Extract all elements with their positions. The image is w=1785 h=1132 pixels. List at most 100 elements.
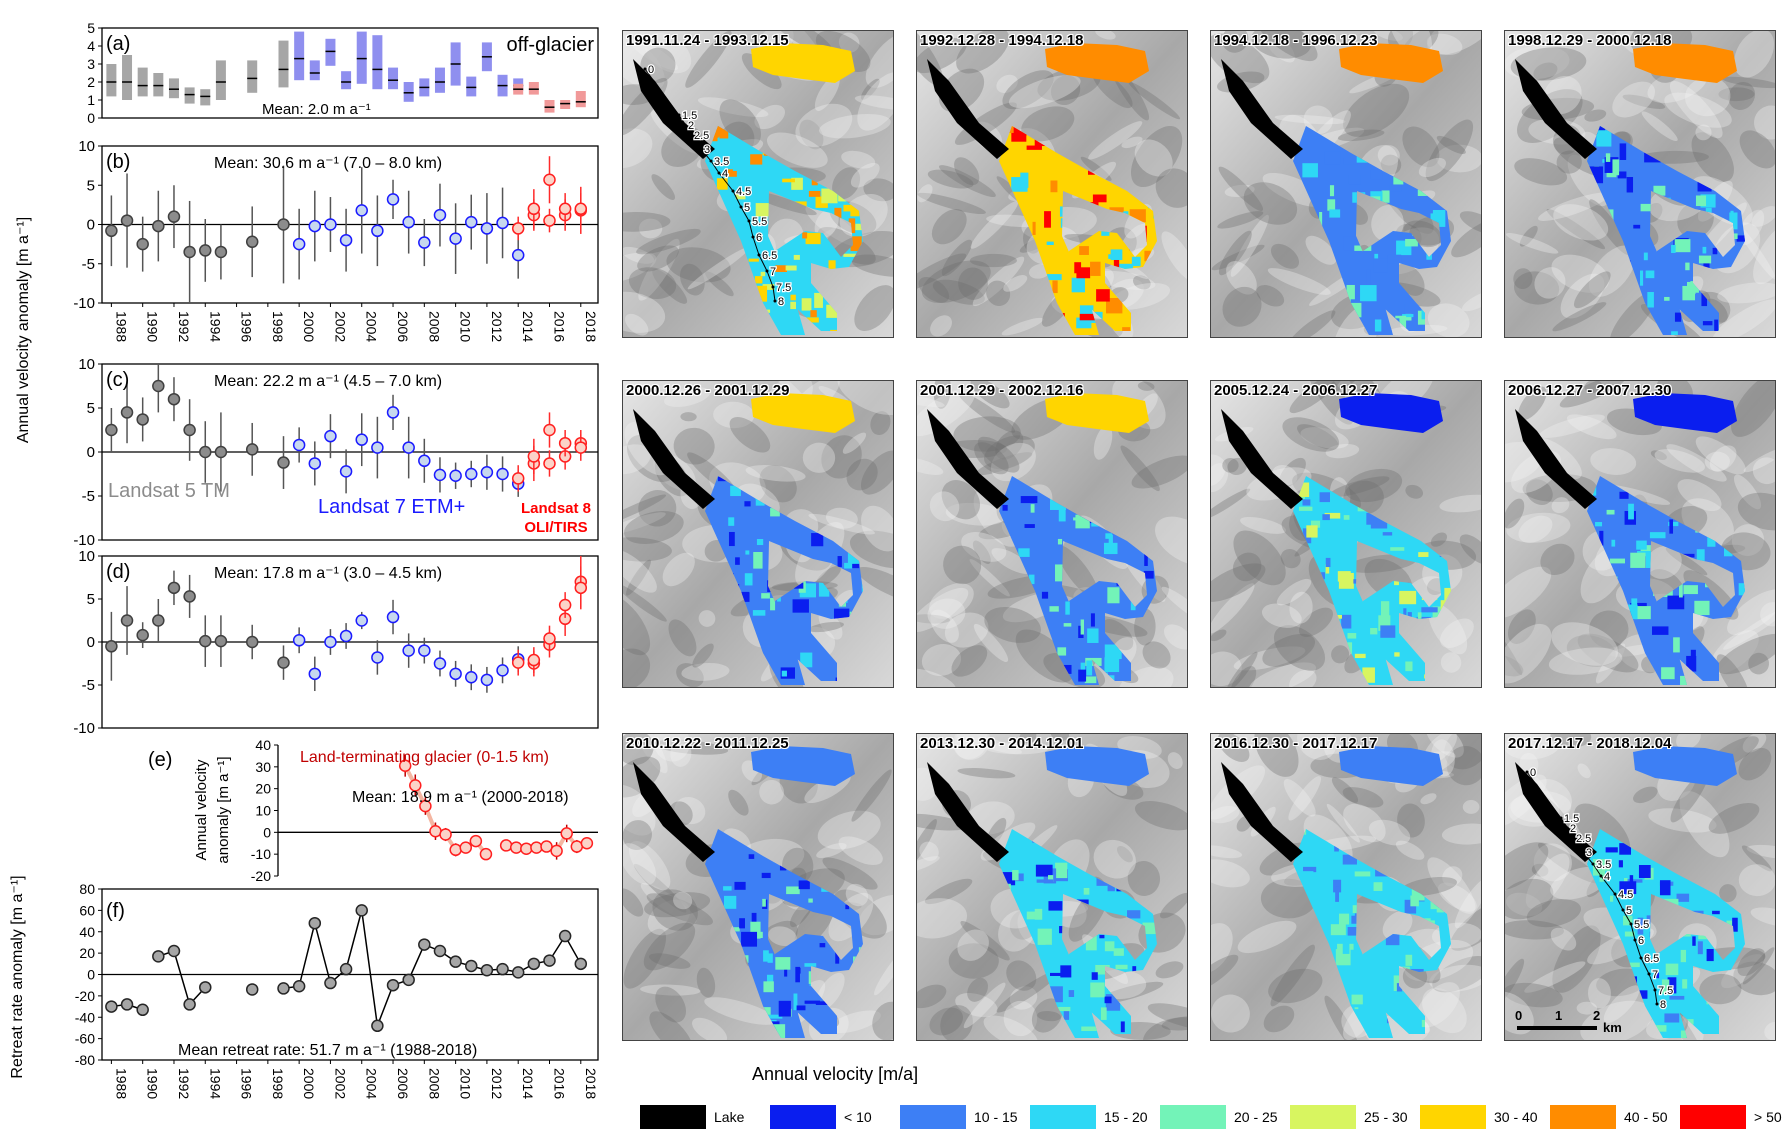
velocity-patch	[1380, 601, 1390, 617]
box	[309, 60, 320, 81]
velocity-patch	[1085, 934, 1097, 951]
mean-text-f: Mean retreat rate: 51.7 m a⁻¹ (1988-2018…	[178, 1042, 477, 1059]
velocity-patch	[1606, 509, 1615, 515]
upper-glacier	[751, 393, 855, 433]
profile-point	[683, 123, 687, 127]
upper-glacier	[1339, 393, 1443, 433]
terrain-shade	[1226, 651, 1258, 687]
velocity-patch	[1633, 224, 1641, 229]
terrain-shade	[1436, 144, 1481, 173]
terrain-shade	[1505, 982, 1563, 1008]
terrain-shade	[917, 457, 944, 475]
data-point	[308, 457, 322, 470]
terrain-shade	[1297, 424, 1339, 450]
x-tick-label-f: 2002	[332, 1068, 348, 1099]
data-point	[199, 244, 212, 257]
terrain-shade	[917, 192, 986, 215]
map-panel: 1992.12.28 - 1994.12.18	[916, 30, 1188, 338]
terrain-shade	[623, 211, 671, 232]
terrain-shade	[1514, 158, 1568, 186]
terrain-shade	[957, 929, 989, 961]
data-point	[511, 248, 525, 262]
velocity-patch	[1600, 863, 1610, 871]
data-point	[550, 844, 563, 858]
terrain-shade	[1750, 907, 1775, 927]
terrain-shade	[917, 818, 937, 867]
terrain-shade	[623, 246, 655, 264]
velocity-patch	[1595, 522, 1603, 527]
velocity-patch	[1011, 177, 1028, 192]
velocity-patch	[849, 560, 860, 569]
velocity-patch	[1076, 267, 1091, 279]
velocity-patch	[1047, 875, 1054, 882]
terrain-shade	[973, 623, 1009, 662]
terrain-shade	[1505, 498, 1525, 529]
terrain-shade	[1368, 819, 1411, 846]
terrain-shade	[1110, 282, 1171, 310]
velocity-patch	[1609, 558, 1626, 564]
velocity-patch	[740, 591, 750, 600]
velocity-patch	[728, 517, 735, 526]
velocity-patch	[1692, 936, 1696, 946]
terrain-shade	[865, 32, 893, 88]
velocity-patch	[811, 533, 824, 547]
terrain-shade	[1142, 641, 1171, 669]
terrain-shade	[870, 411, 891, 436]
terrain-shade	[1088, 121, 1143, 160]
velocity-patch	[1618, 860, 1623, 868]
x-tick-label-b: 2004	[364, 311, 380, 342]
terrain-shade	[953, 734, 989, 760]
velocity-patch	[1078, 669, 1087, 682]
y-tick-label-f: 0	[87, 967, 95, 983]
terrain-shade	[1289, 591, 1313, 624]
map-date-label: 1992.12.28 - 1994.12.18	[920, 32, 1084, 49]
data-point	[136, 413, 149, 426]
terrain-shade	[1677, 479, 1722, 512]
velocity-patch	[1634, 606, 1651, 620]
profile-label: 7.5	[1658, 985, 1673, 997]
velocity-patch	[734, 881, 746, 890]
velocity-patch	[1057, 647, 1067, 656]
y-tick-label-f: 20	[79, 945, 95, 961]
velocity-patch	[1697, 941, 1703, 955]
terrain-shade	[1326, 803, 1360, 843]
terrain-shade	[636, 228, 701, 255]
box	[544, 100, 555, 113]
terrain-shade	[648, 953, 691, 969]
velocity-patch	[806, 317, 819, 323]
terrain-shade	[1622, 94, 1666, 109]
terrain-shade	[629, 38, 678, 71]
velocity-patch	[1327, 199, 1336, 211]
terrain-shade	[917, 668, 957, 687]
terrain-shade	[1289, 669, 1317, 687]
terrain-shade	[814, 208, 839, 239]
terrain-shade	[1343, 803, 1386, 843]
data-point	[402, 215, 415, 229]
terrain-shade	[1211, 244, 1265, 271]
terrain-shade	[1263, 31, 1295, 63]
terrain-shade	[1437, 882, 1477, 912]
velocity-patch	[782, 178, 795, 183]
y-tick-label-a: 0	[87, 110, 95, 126]
map-svg	[1505, 31, 1775, 337]
legend-item: > 50	[1680, 1105, 1785, 1129]
terrain-shade	[1255, 31, 1318, 62]
terrain-shade	[1505, 441, 1543, 483]
terrain-shade	[996, 74, 1018, 94]
terrain-shade	[1288, 310, 1336, 337]
terrain-shade	[1425, 734, 1464, 758]
terrain-shade	[637, 245, 679, 272]
terrain-shade	[863, 178, 893, 202]
terrain-shade	[1718, 87, 1755, 102]
data-point	[277, 982, 290, 995]
data-point	[105, 423, 118, 437]
data-point	[429, 824, 442, 838]
map-panel: 2010.12.22 - 2011.12.25	[622, 733, 894, 1041]
velocity-patch	[1049, 606, 1059, 612]
x-tick-label-b: 1998	[270, 311, 286, 342]
data-point	[355, 433, 368, 446]
x-tick-label-b: 2008	[426, 311, 442, 342]
terrain-shade	[1731, 381, 1775, 437]
terrain-shade	[1254, 734, 1299, 777]
